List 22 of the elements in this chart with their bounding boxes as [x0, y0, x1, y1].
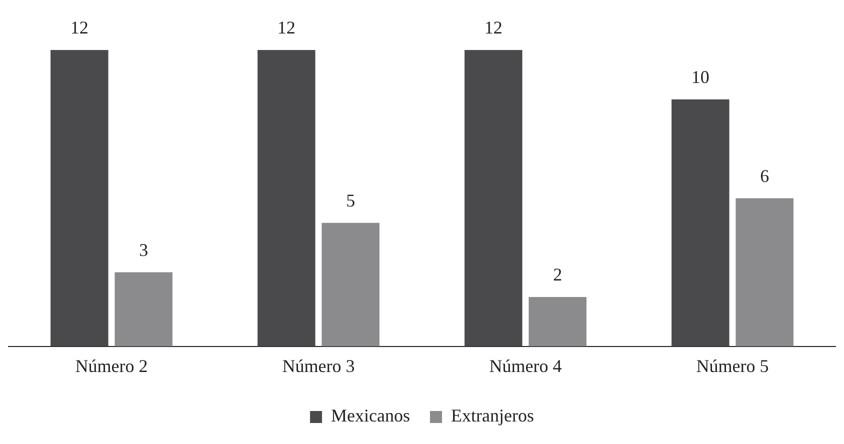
bar — [258, 50, 316, 346]
legend-label: Mexicanos — [331, 406, 410, 426]
data-label: 5 — [346, 190, 356, 211]
data-label: 12 — [277, 18, 296, 38]
data-label: 6 — [760, 166, 770, 186]
bar — [736, 198, 794, 346]
data-label: 10 — [691, 67, 710, 88]
x-tick-label: Número 5 — [696, 356, 769, 376]
bar — [528, 297, 586, 346]
x-tick-label: Número 4 — [489, 356, 562, 376]
bar — [50, 50, 108, 346]
bar — [672, 99, 730, 346]
data-label: 12 — [484, 18, 502, 38]
bar — [464, 50, 522, 346]
data-label: 2 — [553, 264, 562, 285]
x-tick-label: Número 3 — [282, 356, 355, 376]
data-label: 12 — [70, 18, 88, 38]
data-label: 3 — [139, 240, 148, 260]
x-tick-label: Número 2 — [75, 356, 148, 376]
legend-label: Extranjeros — [451, 406, 534, 426]
bar — [114, 272, 172, 346]
bar — [322, 222, 380, 346]
